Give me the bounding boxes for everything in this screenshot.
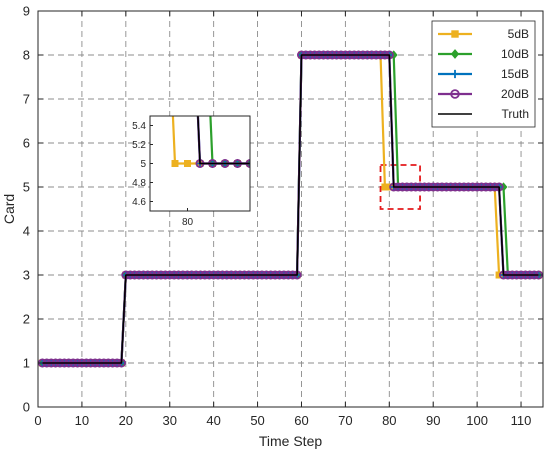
x-axis-label: Time Step bbox=[259, 433, 322, 449]
y-tick-label: 1 bbox=[23, 356, 30, 371]
x-tick-label: 10 bbox=[75, 413, 89, 428]
y-tick-label: 9 bbox=[23, 4, 30, 19]
inset-series-truth bbox=[197, 116, 250, 165]
x-tick-label: 0 bbox=[34, 413, 41, 428]
inset-x-tick-label: 80 bbox=[182, 217, 194, 228]
x-tick-label: 50 bbox=[250, 413, 264, 428]
inset-series bbox=[171, 116, 250, 169]
y-tick-label: 6 bbox=[23, 136, 30, 151]
x-tick-label: 20 bbox=[119, 413, 133, 428]
legend-entry-5db: 5dB bbox=[438, 27, 529, 41]
y-tick-label: 3 bbox=[23, 268, 30, 283]
x-tick-label: 90 bbox=[426, 413, 440, 428]
y-axis-label: Card bbox=[1, 194, 17, 224]
inset-data-point bbox=[171, 160, 179, 167]
x-tick-label: 40 bbox=[206, 413, 220, 428]
y-tick-label: 2 bbox=[23, 312, 30, 327]
inset-y-tick-label: 4.8 bbox=[132, 178, 146, 189]
y-tick-label: 5 bbox=[23, 180, 30, 195]
x-tick-label: 110 bbox=[511, 413, 532, 428]
series-line bbox=[42, 54, 539, 364]
legend-entry-15db: 15dB bbox=[438, 67, 529, 81]
y-tick-label: 7 bbox=[23, 92, 30, 107]
legend-marker bbox=[450, 89, 460, 99]
y-tick-label: 0 bbox=[23, 400, 30, 415]
legend-marker bbox=[451, 30, 459, 38]
legend-entry-10db: 10dB bbox=[438, 47, 529, 61]
legend-label: Truth bbox=[501, 107, 529, 121]
zoom-inset: 4.6 4.8 5 5.2 5.4 80 bbox=[132, 115, 251, 228]
series-truth bbox=[42, 54, 539, 364]
inset-series-line bbox=[197, 116, 250, 165]
legend-marker bbox=[450, 69, 460, 79]
inset-y-tick-label: 4.6 bbox=[132, 197, 146, 208]
axis-ticks: 0 10 20 30 40 50 60 70 80 90 100 110 0 1 2 3 4 5 6 7 8 9 bbox=[23, 4, 543, 428]
x-tick-label: 80 bbox=[382, 413, 396, 428]
inset-y-tick-label: 5 bbox=[140, 159, 146, 170]
legend-entry-20db: 20dB bbox=[438, 87, 529, 101]
plot-frame bbox=[37, 10, 544, 408]
legend-label: 15dB bbox=[501, 67, 529, 81]
legend-label: 20dB bbox=[501, 87, 529, 101]
inset-data-point bbox=[184, 160, 191, 167]
x-tick-label: 100 bbox=[466, 413, 488, 428]
legend-label: 5dB bbox=[508, 27, 529, 41]
series-lines bbox=[37, 50, 544, 368]
x-tick-label: 70 bbox=[338, 413, 352, 428]
legend: 5dB 10dB 15dB 20dB Truth bbox=[431, 20, 536, 128]
inset-y-tick-label: 5.2 bbox=[132, 140, 146, 151]
legend-marker bbox=[450, 49, 460, 59]
legend-label: 10dB bbox=[501, 47, 529, 61]
x-tick-label: 30 bbox=[163, 413, 177, 428]
y-tick-label: 8 bbox=[23, 48, 30, 63]
legend-entry-truth: Truth bbox=[438, 107, 529, 121]
y-tick-label: 4 bbox=[23, 224, 30, 239]
x-tick-label: 60 bbox=[294, 413, 308, 428]
inset-y-tick-label: 5.4 bbox=[132, 121, 146, 132]
